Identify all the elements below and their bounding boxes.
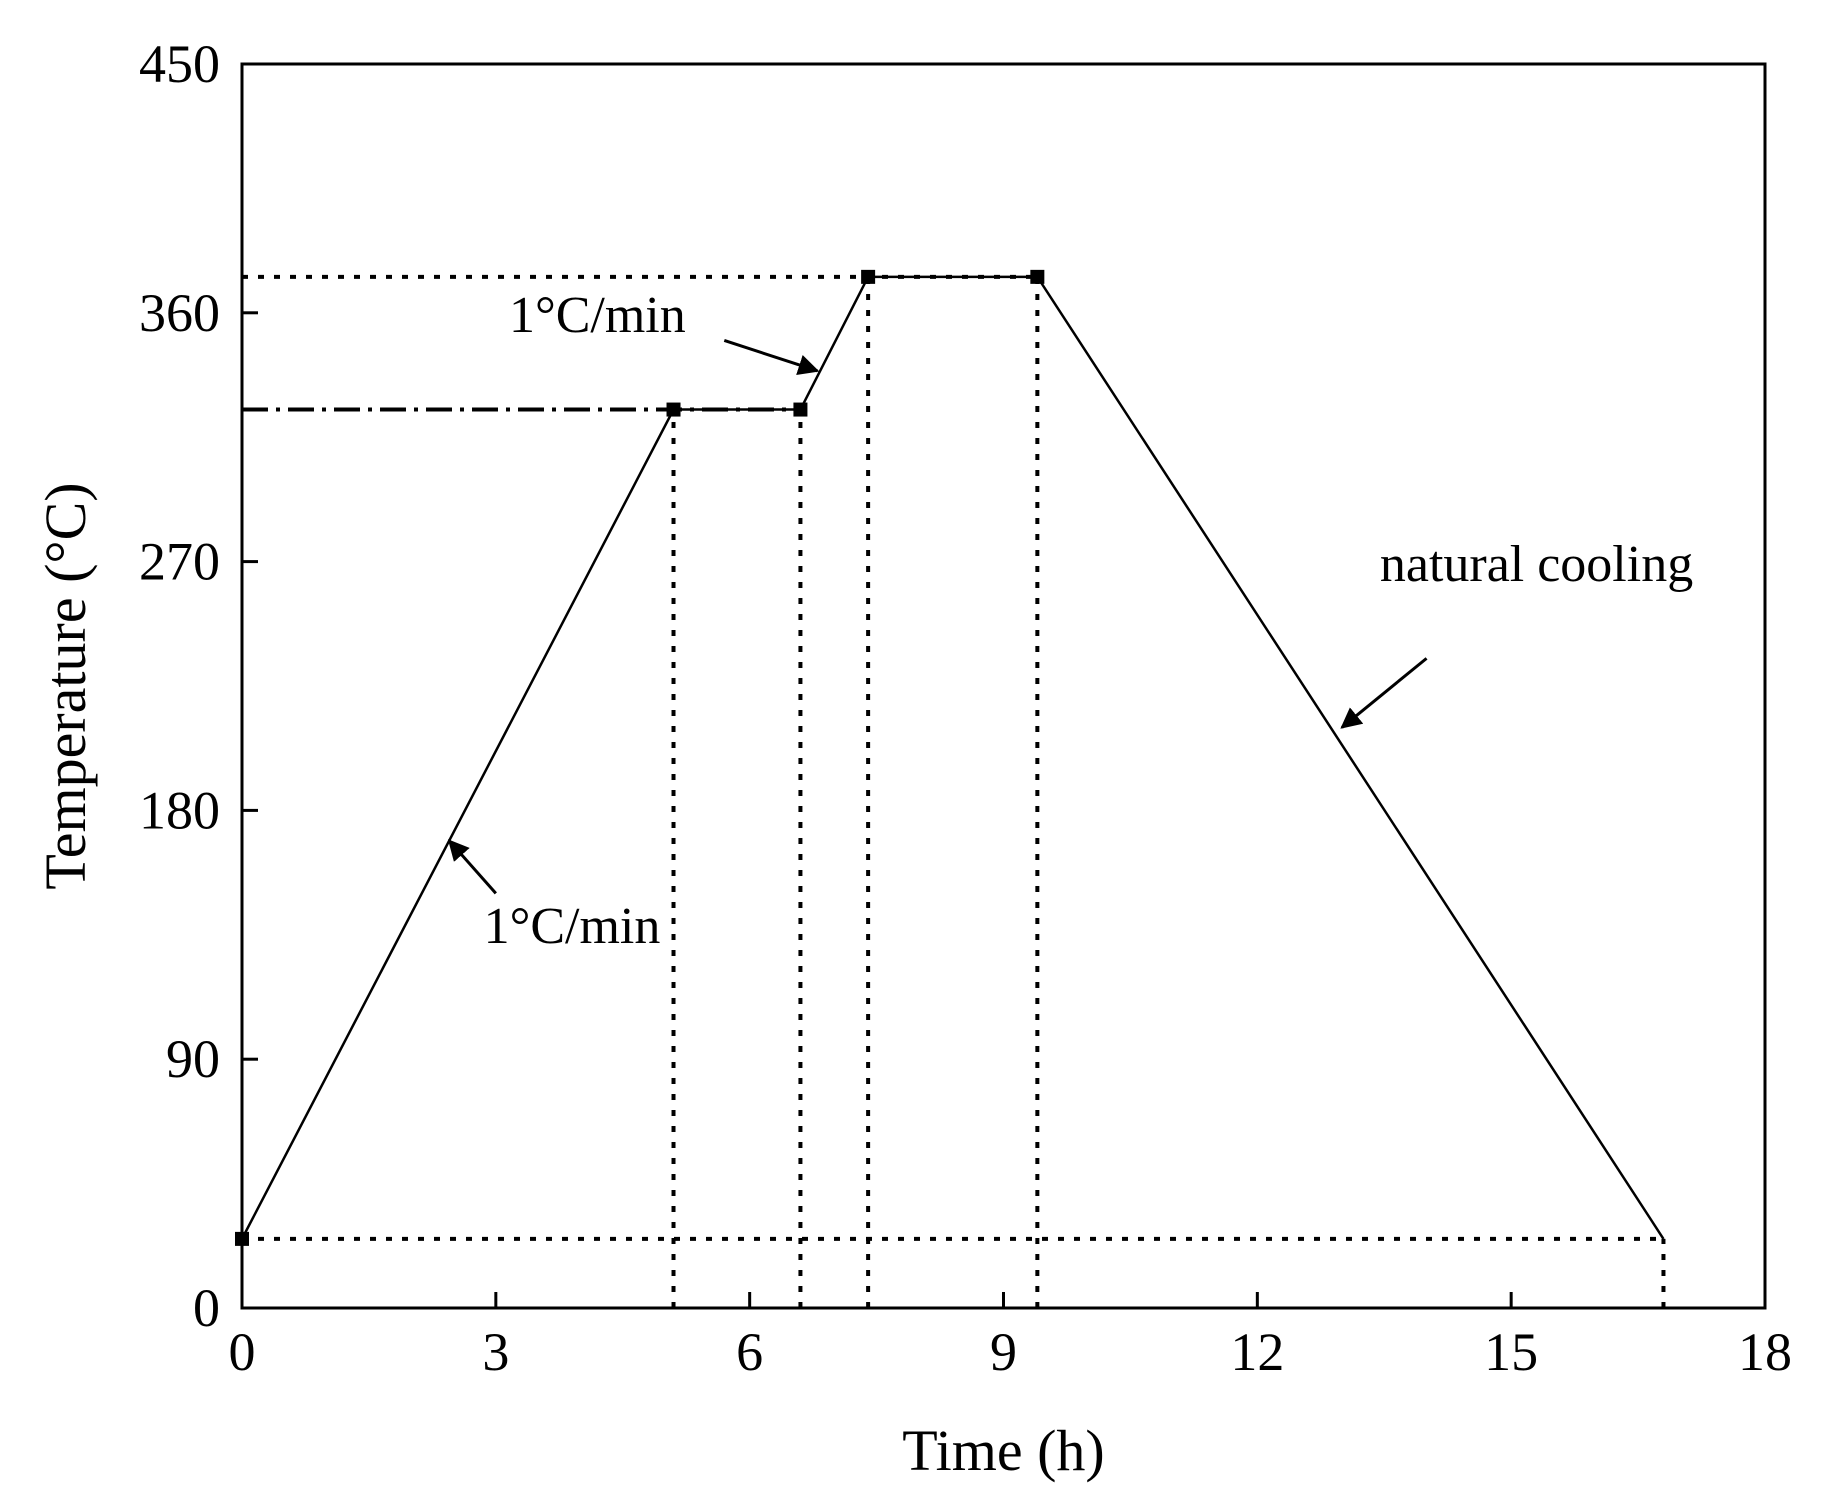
x-tick-label: 0	[229, 1322, 256, 1382]
x-tick-label: 9	[990, 1322, 1017, 1382]
data-point-marker	[861, 269, 876, 284]
y-tick-label: 0	[193, 1278, 220, 1338]
y-tick-label: 270	[139, 532, 220, 592]
reference-lines	[242, 274, 1666, 1308]
x-tick-label: 3	[482, 1322, 509, 1382]
y-tick-label: 90	[166, 1029, 220, 1089]
annotation-arrow	[1340, 657, 1428, 729]
data-point-marker	[666, 402, 681, 417]
annotation-label: 1°C/min	[484, 898, 661, 955]
data-point-marker	[1030, 269, 1045, 284]
y-tick-label: 360	[139, 283, 220, 343]
x-tick-label: 18	[1738, 1322, 1792, 1382]
series-layer	[235, 269, 1665, 1246]
y-tick-label: 450	[139, 34, 220, 94]
y-axis-label: Temperature (°C)	[33, 482, 98, 889]
series-line	[240, 275, 1665, 1240]
y-tick-label: 180	[139, 780, 220, 840]
x-axis-label: Time (h)	[902, 1418, 1105, 1483]
data-point-marker	[793, 402, 808, 417]
annotation-label: natural cooling	[1380, 536, 1693, 593]
x-tick-label: 6	[736, 1322, 763, 1382]
x-tick-label: 12	[1230, 1322, 1284, 1382]
annotation-arrow	[447, 839, 497, 895]
axes	[240, 62, 1767, 1310]
annotation-arrow	[723, 339, 820, 375]
plot-frame	[240, 62, 1767, 1310]
x-tick-label: 15	[1484, 1322, 1538, 1382]
annotations: 1°C/min 1°C/min natural cooling	[447, 287, 1693, 955]
annotation-label: 1°C/min	[509, 287, 686, 344]
